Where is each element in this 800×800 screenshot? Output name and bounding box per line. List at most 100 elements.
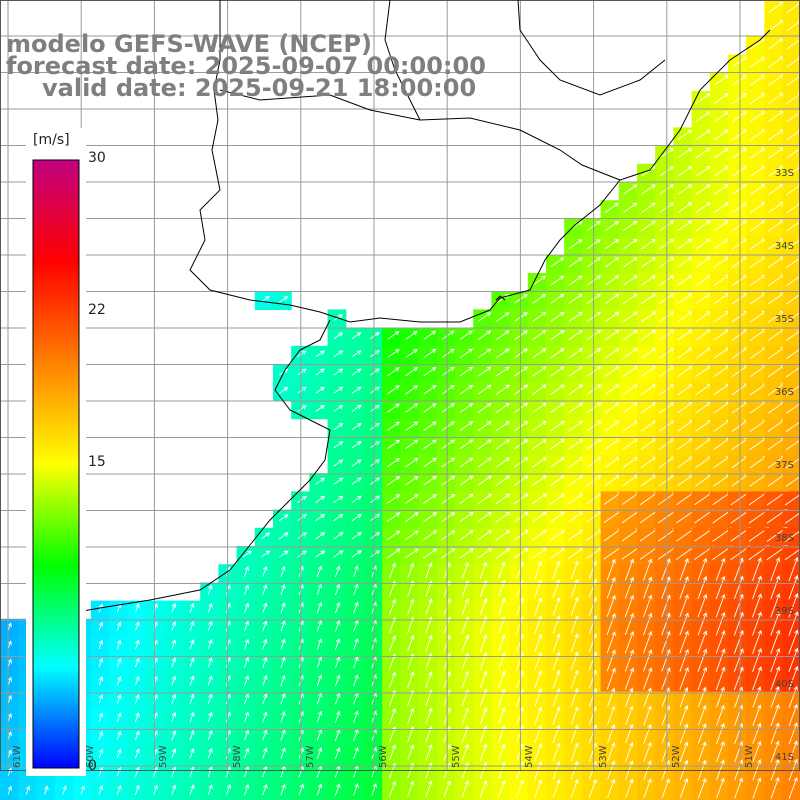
wind-arrow: [7, 713, 12, 722]
wind-arrow: [405, 385, 419, 395]
wind-arrow: [262, 729, 268, 741]
wind-arrow: [498, 688, 506, 707]
wind-arrow: [386, 548, 401, 559]
wind-arrow: [405, 494, 419, 504]
wind-arrow: [624, 594, 635, 617]
wind-arrow: [171, 675, 177, 686]
wind-arrow: [279, 514, 289, 522]
latitude-label: 35S: [774, 314, 794, 325]
wind-arrow: [477, 330, 492, 340]
wind-arrow: [351, 550, 362, 558]
wind-arrow: [770, 611, 781, 636]
wind-arrow: [624, 576, 635, 599]
latitude-label: 37S: [774, 460, 794, 471]
wind-arrow: [369, 422, 380, 431]
wind-cell: [600, 364, 620, 383]
wind-arrow: [207, 675, 213, 686]
wind-arrow: [207, 766, 213, 777]
wind-arrow: [386, 512, 401, 522]
wind-arrow: [297, 386, 307, 394]
wind-arrow: [623, 220, 638, 231]
longitude-label: 55W: [451, 745, 463, 768]
wind-arrow: [279, 386, 289, 394]
wind-arrow: [98, 621, 104, 631]
wind-arrow: [784, 512, 800, 524]
wind-arrow: [441, 439, 456, 450]
wind-arrow: [333, 459, 344, 467]
wind-arrow: [351, 513, 362, 522]
wind-arrow: [697, 777, 707, 799]
wind-arrow: [459, 348, 474, 359]
wind-arrow: [280, 674, 286, 687]
wind-arrow: [568, 275, 583, 286]
wind-arrow: [461, 707, 470, 725]
wind-arrow: [207, 693, 213, 705]
wind-arrow: [369, 459, 381, 467]
wind-arrow: [425, 562, 433, 579]
wind-arrow: [643, 576, 653, 599]
wind-arrow: [189, 711, 195, 723]
wind-arrow: [244, 729, 250, 741]
wind-arrow: [280, 729, 286, 741]
wind-arrow: [785, 474, 800, 487]
wind-arrow: [260, 532, 271, 540]
wind-arrow: [98, 694, 104, 704]
wind-arrow: [770, 777, 780, 799]
wind-arrow: [459, 457, 474, 468]
wind-arrow: [353, 619, 359, 632]
wind-arrow: [244, 566, 250, 577]
wind-arrow: [479, 779, 488, 798]
wind-arrow: [477, 384, 492, 395]
latitude-label: 40S: [774, 679, 794, 690]
wind-arrow: [207, 584, 213, 595]
wind-arrow: [423, 475, 437, 486]
wind-arrow: [135, 639, 140, 650]
wind-arrow: [280, 620, 286, 632]
wind-arrow: [333, 313, 344, 321]
wind-arrow: [244, 747, 250, 759]
wind-arrow: [405, 403, 419, 413]
wind-arrow: [570, 633, 579, 653]
wind-arrow: [770, 722, 780, 745]
wind-arrow: [679, 723, 689, 744]
wind-arrow: [643, 778, 652, 799]
wind-arrow: [552, 669, 561, 689]
wind-arrow: [387, 385, 400, 395]
wind-arrow: [643, 558, 653, 581]
wind-arrow: [568, 293, 583, 304]
wind-arrow: [788, 740, 798, 763]
longitude-label: 54W: [524, 745, 536, 768]
wind-arrow: [333, 386, 344, 394]
wind-arrow: [407, 780, 415, 797]
longitude-label: 61W: [12, 745, 23, 768]
wind-arrow: [98, 730, 104, 741]
wind-arrow: [353, 746, 359, 760]
wind-arrow: [498, 743, 506, 762]
wind-arrow: [315, 513, 326, 522]
wind-arrow: [534, 742, 543, 762]
wind-arrow: [643, 594, 653, 618]
wind-arrow: [189, 620, 195, 632]
wind-cell: [527, 491, 547, 511]
wind-arrow: [441, 348, 455, 359]
wind-cell: [509, 400, 529, 420]
wind-arrow: [570, 778, 579, 798]
wind-arrow: [788, 556, 799, 582]
wind-arrow: [116, 675, 122, 686]
wind-arrow: [461, 598, 470, 616]
wind-arrow: [733, 593, 744, 618]
wind-arrow: [297, 495, 307, 503]
wind-arrow: [752, 740, 762, 763]
wind-arrow: [607, 705, 616, 726]
wind-arrow: [570, 578, 579, 598]
wind-arrow: [716, 741, 725, 763]
wind-arrow: [784, 548, 800, 561]
wind-arrow: [552, 724, 561, 744]
wind-arrow: [552, 579, 561, 598]
wind-arrow: [697, 575, 708, 600]
title-line-valid-date: valid date: 2025-09-21 18:00:00: [42, 74, 477, 102]
wind-arrow: [171, 748, 177, 759]
wind-arrow: [785, 437, 800, 451]
